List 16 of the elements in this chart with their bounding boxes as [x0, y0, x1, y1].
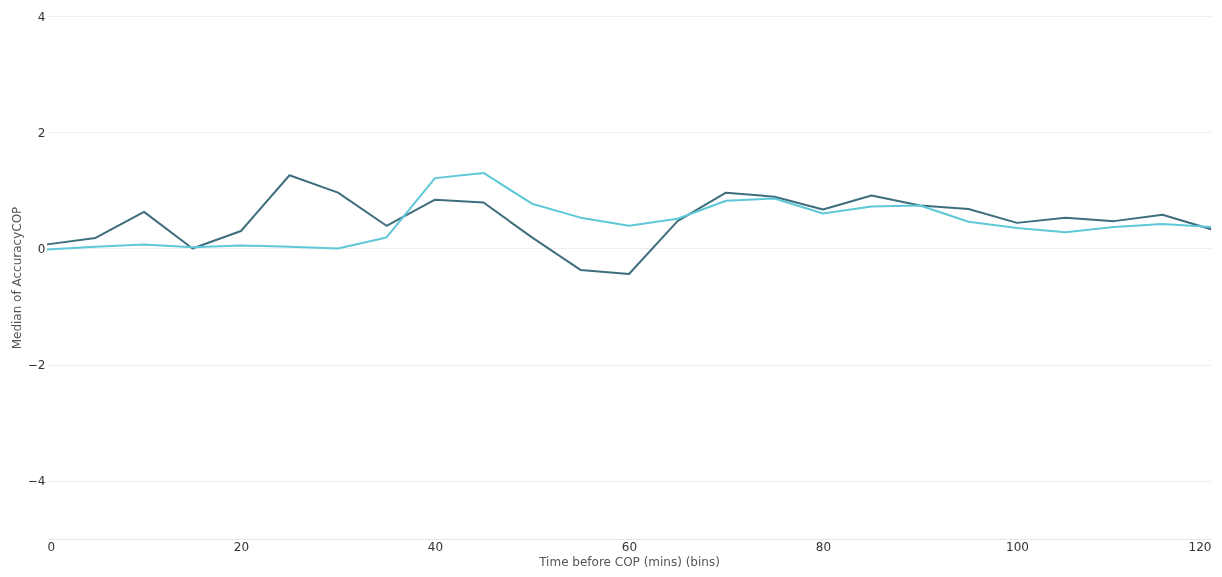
x-tick-label: 0: [47, 539, 56, 554]
x-tick-label: 20: [233, 539, 250, 554]
x-tick-label: 60: [621, 539, 638, 554]
x-tick-label: 80: [815, 539, 832, 554]
line-series: [46, 174, 1212, 276]
x-axis-title: Time before COP (mins) (bins): [538, 554, 720, 569]
line-series: [46, 171, 1212, 251]
x-tick-label: 40: [427, 539, 444, 554]
y-tick-label: 2: [37, 125, 46, 140]
y-tick-label: 0: [37, 241, 46, 256]
y-tick-label: 4: [37, 9, 46, 24]
x-tick-label: 100: [1006, 539, 1029, 554]
y-tick-label: −4: [27, 474, 46, 489]
y-axis-title: Median of AccuracyCOP: [9, 206, 24, 350]
y-tick-label: −2: [27, 358, 46, 373]
x-tick-label: 120: [1188, 539, 1212, 554]
